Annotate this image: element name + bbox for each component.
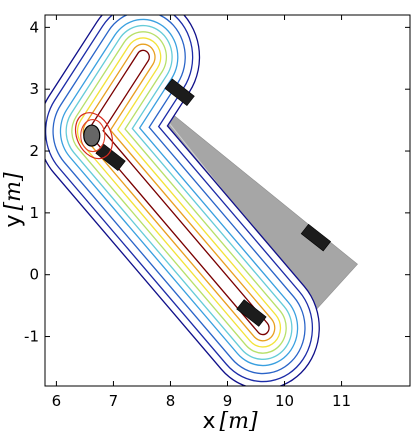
person-marker (83, 124, 101, 147)
x-tick-label-5: 11 (332, 392, 351, 410)
person-contour-inner (80, 119, 106, 153)
y-tick-label-3: 2 (29, 142, 39, 160)
y-axis-label: y [m] (1, 172, 26, 227)
tick-layer: 6 7 8 9 10 11 -1 0 1 2 3 4 (24, 15, 410, 410)
plot-layer (45, 15, 358, 386)
x-tick-label-4: 10 (275, 392, 294, 410)
x-axis-label-unit: [m] (220, 409, 258, 434)
x-axis-label: x [m] (202, 409, 257, 434)
x-tick-label-3: 9 (223, 392, 233, 410)
sensor-marker-3 (236, 299, 267, 327)
x-axis-label-text: x (202, 409, 215, 434)
y-tick-label-5: 4 (29, 18, 39, 36)
y-axis-label-unit: [m] (1, 172, 26, 210)
x-tick-label-1: 7 (109, 392, 119, 410)
y-tick-label-2: 1 (29, 204, 39, 222)
y-axis-label-text: y (1, 215, 26, 228)
sensor-marker-0 (164, 78, 195, 107)
y-tick-label-0: -1 (24, 328, 39, 346)
x-tick-label-0: 6 (52, 392, 62, 410)
y-tick-label-1: 0 (29, 266, 39, 284)
x-tick-label-2: 8 (166, 392, 176, 410)
sensor-marker-2 (300, 223, 332, 252)
y-tick-label-4: 3 (29, 80, 39, 98)
person-contour-outer (74, 112, 114, 160)
